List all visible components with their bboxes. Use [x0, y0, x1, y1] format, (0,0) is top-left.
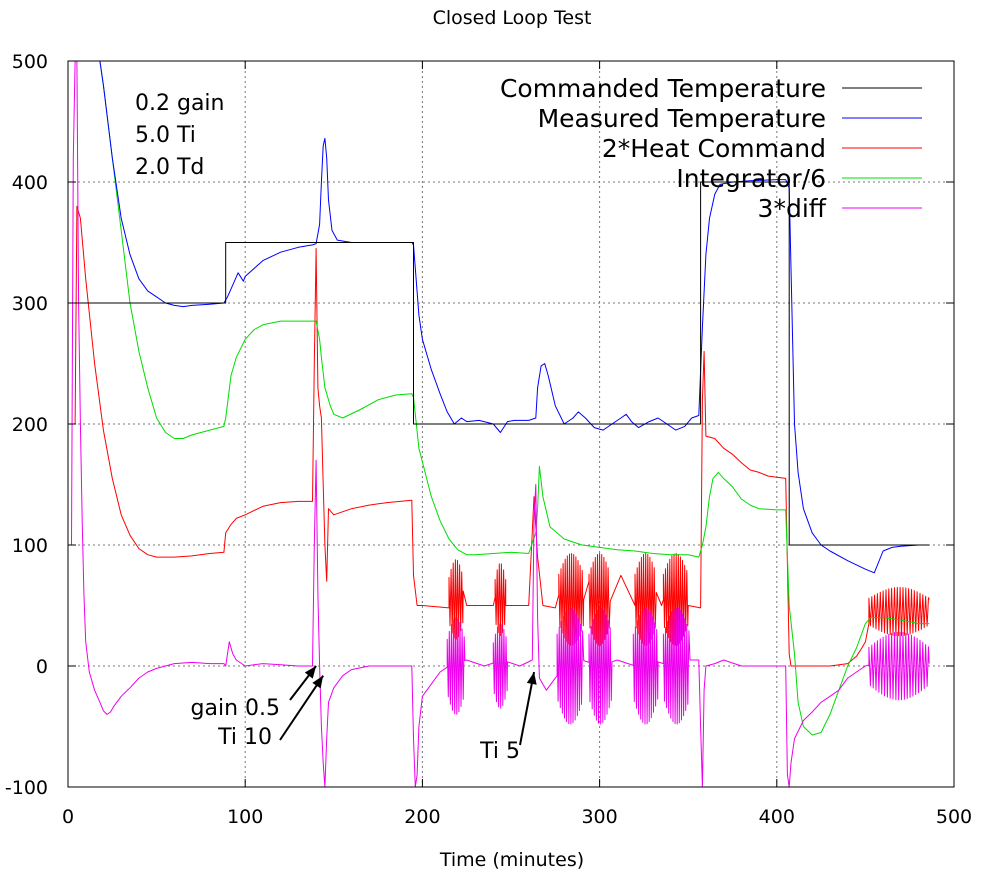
y-tick-label: -100: [5, 777, 48, 799]
arrow-head: [304, 666, 317, 679]
y-tick-label: 0: [36, 656, 48, 678]
arrow-label: gain 0.5: [191, 696, 280, 721]
y-tick-label: 200: [12, 414, 48, 436]
x-tick-label: 200: [404, 806, 440, 828]
x-tick-label: 100: [227, 806, 263, 828]
y-tick-label: 100: [12, 535, 48, 557]
y-tick-label: 500: [12, 51, 48, 73]
arrow-line: [279, 675, 324, 741]
series-lines: [68, 61, 930, 787]
axis-ticks: 500 400 300 200 100 0 -100 0 100 200 300 400 500: [5, 51, 972, 828]
arrow-label: Ti 10: [217, 725, 272, 750]
series-line-4: [71, 61, 930, 787]
series-line-0: [68, 181, 930, 546]
legend-label: Measured Temperature: [538, 104, 826, 133]
series-line-1: [99, 61, 930, 574]
legend-label: Integrator/6: [676, 164, 826, 193]
x-tick-label: 300: [581, 806, 617, 828]
y-tick-label: 400: [12, 172, 48, 194]
legend-label: Commanded Temperature: [500, 74, 826, 103]
series-line-3: [99, 61, 930, 736]
param-label: 5.0 Ti: [135, 123, 196, 148]
arrow-head: [312, 675, 324, 689]
arrow-head: [526, 672, 537, 685]
x-tick-label: 500: [936, 806, 972, 828]
param-label: 0.2 gain: [135, 91, 224, 116]
chart-title: Closed Loop Test: [433, 7, 592, 29]
y-tick-label: 300: [12, 293, 48, 315]
legend-label: 3*diff: [758, 194, 827, 223]
x-tick-label: 400: [759, 806, 795, 828]
series-line-2: [74, 205, 930, 667]
annotations: 0.2 gain 5.0 Ti 2.0 Td gain 0.5 Ti 10 Ti 5: [135, 91, 537, 764]
x-axis-label: Time (minutes): [439, 849, 584, 871]
arrow-label: Ti 5: [479, 739, 520, 764]
arrow-line: [519, 671, 536, 746]
legend-label: 2*Heat Command: [602, 134, 826, 163]
x-tick-label: 0: [62, 806, 74, 828]
param-label: 2.0 Td: [135, 155, 204, 180]
